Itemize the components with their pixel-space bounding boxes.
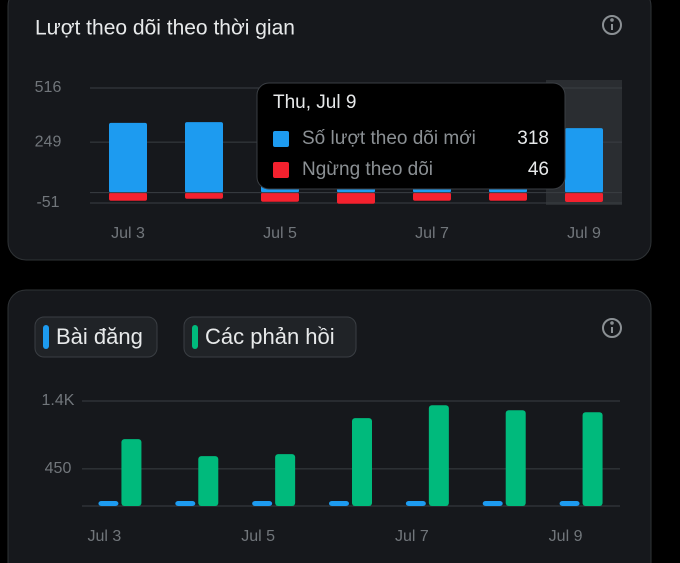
bar [252, 501, 273, 506]
legend-swatch [43, 325, 49, 349]
x-tick-label: Jul 7 [415, 225, 449, 242]
tooltip-label: Số lượt theo dõi mới [302, 128, 476, 149]
tooltip-value: 318 [517, 128, 549, 149]
bar [175, 501, 196, 506]
tooltip-title: Thu, Jul 9 [273, 92, 356, 113]
legend-label: Bài đăng [56, 324, 143, 349]
x-tick-label: Jul 3 [88, 528, 122, 545]
bar [582, 412, 603, 506]
bar [428, 405, 449, 506]
x-tick-label: Jul 7 [395, 528, 429, 545]
bar [413, 192, 451, 201]
tooltip-label: Ngừng theo dõi [302, 159, 433, 180]
legend-pill [183, 316, 357, 358]
bar [185, 122, 223, 193]
legend-pill [34, 316, 158, 358]
bar [275, 454, 296, 506]
tooltip: Thu, Jul 9 Số lượt theo dõi mới 318 Ngừng t… [256, 82, 566, 190]
card-title: Lượt theo dõi theo thời gian [35, 17, 295, 40]
bar [559, 501, 580, 506]
y-tick-label: 516 [35, 79, 62, 96]
x-tick-label: Jul 9 [567, 225, 601, 242]
y-tick-label: 450 [45, 460, 72, 477]
tooltip-swatch [273, 131, 289, 147]
legend-item[interactable]: Các phản hồi [183, 316, 357, 358]
bar [329, 501, 349, 506]
y-tick-label: 249 [35, 133, 62, 150]
legend-item[interactable]: Bài đăng [34, 316, 158, 358]
bar [352, 418, 372, 506]
y-tick-label: -51 [36, 194, 59, 211]
y-tick-label: 1.4K [42, 392, 75, 409]
bar [98, 501, 119, 506]
bar [337, 192, 375, 204]
activity-card [7, 289, 652, 563]
info-icon[interactable] [602, 15, 622, 35]
x-tick-label: Jul 5 [241, 528, 275, 545]
bar [261, 192, 299, 202]
bar [565, 128, 603, 193]
bar [121, 439, 142, 506]
bar [405, 501, 426, 506]
bar [489, 192, 527, 201]
bar [565, 192, 603, 202]
bar [185, 192, 223, 199]
bar [198, 456, 219, 506]
x-tick-label: Jul 5 [263, 225, 297, 242]
x-tick-label: Jul 3 [111, 225, 145, 242]
x-tick-label: Jul 9 [549, 528, 583, 545]
tooltip-box [256, 82, 566, 190]
legend-label: Các phản hồi [205, 324, 335, 349]
tooltip-value: 46 [528, 159, 549, 180]
info-icon[interactable] [602, 318, 622, 338]
bar [109, 192, 147, 201]
bar [109, 122, 147, 193]
bar [505, 410, 526, 506]
legend-swatch [192, 325, 198, 349]
bar [482, 501, 503, 506]
tooltip-swatch [273, 162, 289, 178]
